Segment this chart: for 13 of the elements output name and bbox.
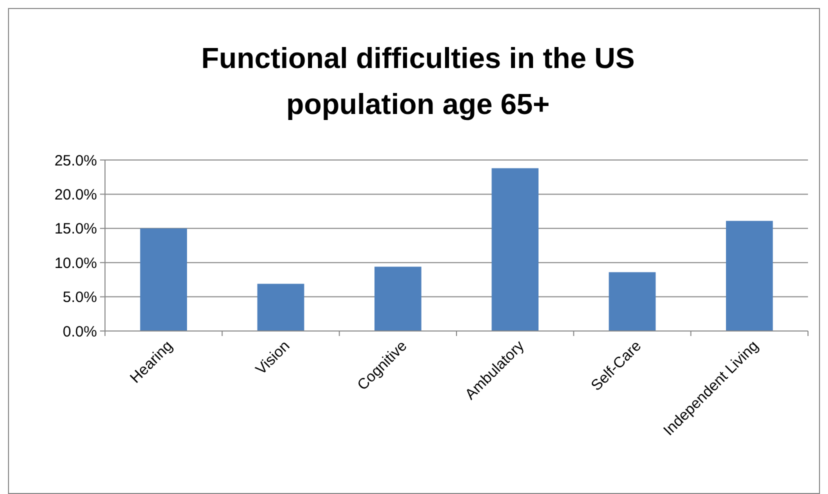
- bar: [257, 284, 304, 331]
- y-tick-label: 10.0%: [54, 254, 97, 272]
- y-tick-label: 5.0%: [62, 289, 97, 306]
- chart-title: Functional difficulties in the US population age 65+: [201, 43, 635, 121]
- bar: [374, 266, 422, 331]
- y-tick-label: 15.0%: [54, 220, 97, 238]
- y-tick-label: 0.0%: [62, 323, 97, 340]
- bar: [492, 168, 539, 331]
- y-tick-label: 20.0%: [54, 186, 97, 204]
- y-tick-label: 25.0%: [54, 152, 97, 170]
- bar: [608, 272, 656, 331]
- bar: [140, 228, 188, 331]
- bar: [726, 220, 773, 331]
